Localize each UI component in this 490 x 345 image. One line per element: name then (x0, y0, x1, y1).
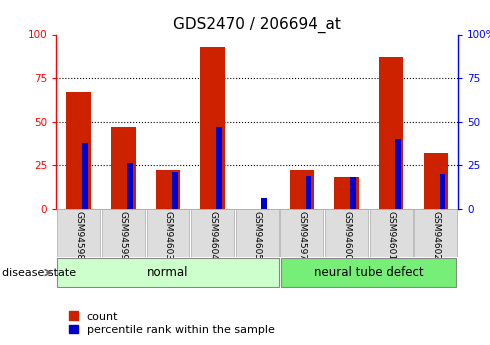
Bar (290, 170, 314, 209)
Bar (82, 142, 88, 209)
Text: GSM94602: GSM94602 (431, 211, 441, 260)
Text: neural tube defect: neural tube defect (314, 266, 424, 279)
Bar (423, 153, 448, 209)
Text: disease state: disease state (2, 268, 76, 277)
Text: GSM94605: GSM94605 (253, 211, 262, 260)
FancyBboxPatch shape (370, 209, 413, 257)
FancyBboxPatch shape (191, 209, 234, 257)
Text: GSM94603: GSM94603 (164, 211, 172, 260)
Text: GSM94597: GSM94597 (297, 211, 306, 260)
Bar (67, 92, 91, 209)
FancyBboxPatch shape (415, 209, 457, 257)
FancyBboxPatch shape (57, 258, 279, 287)
Bar (111, 127, 136, 209)
Bar (440, 174, 445, 209)
Bar (334, 177, 359, 209)
Bar (200, 47, 225, 209)
FancyBboxPatch shape (236, 209, 279, 257)
Text: GSM94600: GSM94600 (342, 211, 351, 260)
Text: GSM94599: GSM94599 (119, 211, 128, 260)
Bar (350, 177, 356, 209)
Legend: count, percentile rank within the sample: count, percentile rank within the sample (64, 307, 279, 339)
FancyBboxPatch shape (280, 209, 323, 257)
Title: GDS2470 / 206694_at: GDS2470 / 206694_at (173, 17, 341, 33)
Bar (127, 164, 133, 209)
FancyBboxPatch shape (57, 209, 100, 257)
Bar (306, 176, 312, 209)
FancyBboxPatch shape (147, 209, 190, 257)
FancyBboxPatch shape (102, 209, 145, 257)
FancyBboxPatch shape (325, 209, 368, 257)
Bar (379, 57, 403, 209)
Text: GSM94598: GSM94598 (74, 211, 83, 260)
Bar (217, 127, 222, 209)
Bar (261, 198, 267, 209)
Bar (156, 170, 180, 209)
Text: normal: normal (147, 266, 189, 279)
Bar (172, 172, 177, 209)
Text: GSM94604: GSM94604 (208, 211, 217, 260)
FancyBboxPatch shape (281, 258, 456, 287)
Bar (395, 139, 401, 209)
Text: GSM94601: GSM94601 (387, 211, 396, 260)
